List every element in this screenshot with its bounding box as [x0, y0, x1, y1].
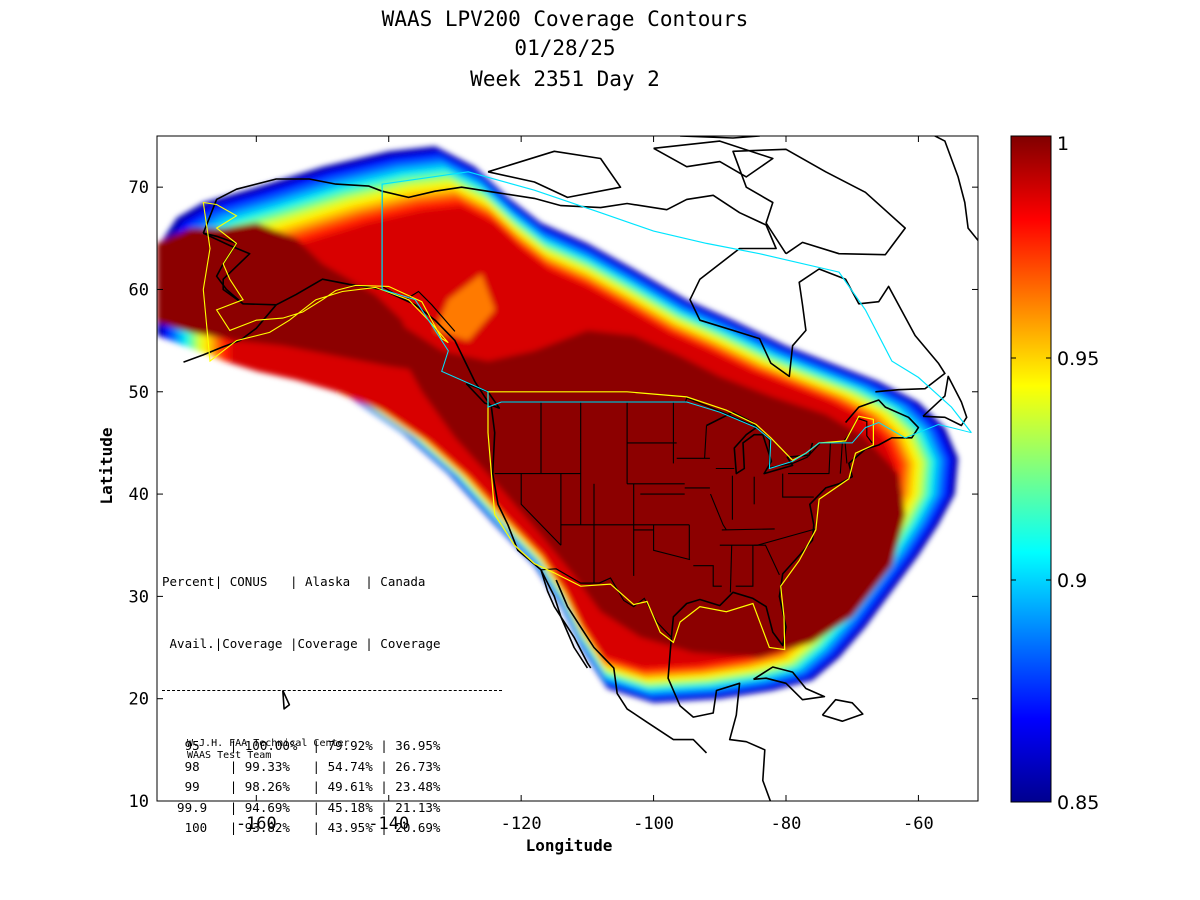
credit-block: W.J.H. FAA Technical Center WAAS Test Te… — [187, 738, 350, 762]
plot-frame — [156, 135, 979, 802]
canada-region-outline-west — [381, 289, 489, 393]
coastline-greenland — [933, 136, 978, 242]
x-tick-label: -60 — [903, 814, 934, 834]
colorbar-gradient — [1010, 135, 1052, 803]
colorbar: 1 0.95 0.9 0.85 — [1010, 133, 1099, 814]
header-canada: Canada — [380, 574, 426, 589]
title-line-2: 01/28/25 — [514, 36, 616, 60]
table-header-row-1: Percent| CONUS | Alaska | Canada — [162, 574, 426, 589]
table-row: 98 | 99.33% | 54.74% | 26.73% — [162, 758, 441, 774]
header-conus: CONUS — [229, 574, 268, 589]
state-border — [704, 425, 708, 459]
conus-service-outline — [487, 391, 874, 651]
x-tick-label: -120 — [501, 814, 542, 834]
y-tick-label: 70 — [129, 178, 149, 198]
state-border — [844, 439, 848, 464]
state-border — [757, 528, 816, 546]
coastline-baja-gulf — [555, 579, 708, 754]
coastline-gulf-east — [670, 399, 920, 647]
y-tick-label: 50 — [129, 383, 149, 403]
service-region-outlines — [202, 171, 972, 651]
coverage-contours — [157, 146, 959, 703]
coastline-alaska-north — [202, 178, 946, 393]
y-axis-label: Latitude — [97, 427, 116, 504]
y-axis: 10 20 30 40 50 60 70 — [129, 178, 978, 812]
colorbar-tick-label: 0.85 — [1057, 792, 1099, 814]
table-row: 95 | 100.00% | 79.92% | 36.95% — [162, 738, 441, 753]
colorbar-tick-label: 1 — [1057, 133, 1069, 155]
coastline-arctic-is-1 — [487, 150, 622, 199]
us-canada-border — [501, 397, 873, 469]
coastline-west-coast — [202, 232, 592, 669]
state-border — [520, 473, 562, 546]
state-border — [788, 442, 831, 475]
coastline-hispaniola — [821, 698, 864, 722]
header-avail: Avail. — [169, 635, 215, 651]
state-border — [709, 493, 727, 531]
canada-region-outline-south — [487, 391, 972, 470]
state-border — [693, 565, 722, 587]
colorbar-tick-label: 0.95 — [1057, 348, 1099, 370]
x-tick-label: -160 — [236, 814, 277, 834]
x-tick-label: -140 — [368, 814, 409, 834]
coastline-arctic-is-2 — [653, 140, 774, 178]
credit-line-1: W.J.H. FAA Technical Center — [187, 738, 350, 749]
title-line-1: WAAS LPV200 Coverage Contours — [381, 7, 749, 31]
coastline-arctic-is-3 — [680, 136, 761, 139]
x-axis: -160 -140 -120 -100 -80 -60 — [236, 136, 934, 834]
coastline-cuba — [753, 666, 826, 701]
table-row: 99.9 | 94.69% | 45.18% | 21.13% — [162, 799, 441, 815]
coastline-newfoundland — [922, 375, 968, 427]
header-coverage-alaska: Coverage — [297, 635, 358, 651]
x-axis-label: Longitude — [526, 836, 613, 855]
x-tick-label: -80 — [771, 814, 802, 834]
availability-table: Percent| CONUS | Alaska | Canada Avail.|… — [162, 531, 502, 880]
table-row: 100 | 93.82% | 43.95% | 20.69% — [162, 820, 441, 835]
state-border — [653, 524, 691, 561]
coastline-baffin — [732, 148, 906, 256]
table-body: 95 | 100.00% | 79.92% | 36.95% 98 | 99.3… — [162, 736, 441, 839]
state-border — [729, 545, 733, 593]
alaska-service-outline — [202, 201, 449, 363]
header-coverage-conus: Coverage — [222, 635, 283, 651]
state-border — [782, 473, 814, 498]
coastline-alaska-aleutian — [183, 304, 277, 363]
y-tick-label: 20 — [129, 690, 149, 710]
header-coverage-canada: Coverage — [380, 635, 441, 651]
header-percent: Percent — [162, 574, 215, 589]
table-header-row-2: Avail.|Coverage |Coverage | Coverage — [169, 635, 441, 651]
state-border — [839, 442, 843, 474]
x-tick-label: -100 — [633, 814, 674, 834]
canada-region-outline-north — [381, 171, 972, 434]
header-alaska: Alaska — [305, 574, 351, 589]
colorbar-tick-label: 0.9 — [1057, 570, 1087, 592]
y-tick-label: 10 — [129, 792, 149, 812]
coastline-baja-west — [540, 569, 589, 669]
y-tick-label: 40 — [129, 485, 149, 505]
y-tick-label: 30 — [129, 587, 149, 607]
state-border — [735, 545, 754, 587]
credit-line-2: WAAS Test Team — [187, 750, 272, 761]
title-line-3: Week 2351 Day 2 — [470, 67, 660, 91]
state-border — [721, 528, 775, 531]
table-row: 99 | 98.26% | 49.61% | 23.48% — [162, 779, 441, 794]
y-tick-label: 60 — [129, 280, 149, 300]
coverage-notch — [435, 274, 495, 341]
coastline-hawaii — [282, 690, 291, 710]
